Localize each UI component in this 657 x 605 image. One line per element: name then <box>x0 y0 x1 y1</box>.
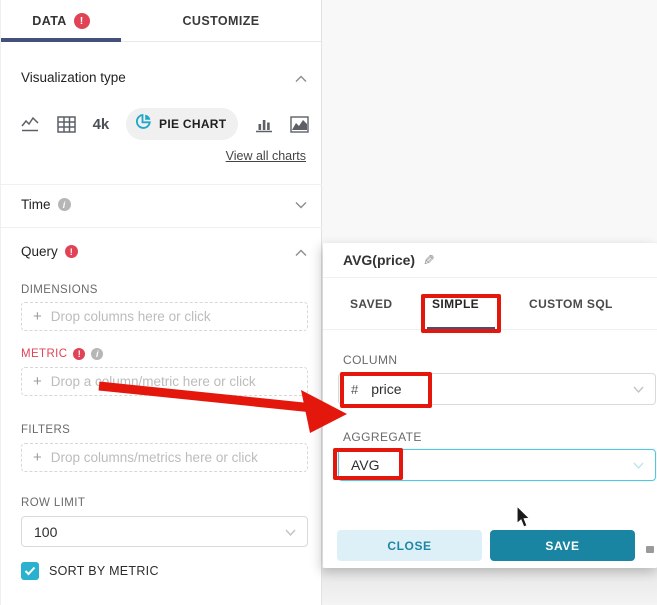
viz-type-row: 4k PIE CHART <box>21 108 309 140</box>
info-icon <box>91 348 104 360</box>
metric-label: METRIC <box>21 348 104 360</box>
close-button[interactable]: CLOSE <box>337 530 482 561</box>
section-divider <box>1 184 322 185</box>
viz-type-header[interactable]: Visualization type <box>21 70 126 85</box>
tab-saved[interactable]: SAVED <box>350 297 393 311</box>
popover-title: AVG(price) <box>343 252 416 268</box>
chevron-up-icon[interactable] <box>295 75 307 83</box>
column-value: price <box>371 381 402 397</box>
aggregate-label: AGGREGATE <box>343 430 422 444</box>
tab-simple[interactable]: SIMPLE <box>432 297 480 311</box>
error-icon <box>73 348 86 360</box>
query-section-header[interactable]: Query <box>21 244 78 259</box>
chevron-down-icon <box>285 523 296 541</box>
active-tab-indicator <box>427 327 495 330</box>
metric-dropzone[interactable]: + Drop a column/metric here or click <box>21 367 308 396</box>
section-divider <box>1 227 322 228</box>
chevron-down-icon <box>633 456 644 474</box>
tab-customize-label: CUSTOMIZE <box>182 14 260 28</box>
control-panel: DATA ! CUSTOMIZE Visualization type 4k <box>0 0 322 605</box>
sort-by-metric-label: SORT BY METRIC <box>49 564 159 578</box>
dimensions-label: DIMENSIONS <box>21 284 98 296</box>
popover-header: AVG(price) ✎ <box>323 243 657 278</box>
dimensions-dropzone[interactable]: + Drop columns here or click <box>21 302 308 331</box>
metric-placeholder: Drop a column/metric here or click <box>50 374 256 389</box>
tab-data[interactable]: DATA ! <box>1 0 121 42</box>
big-number-icon[interactable]: 4k <box>92 115 110 133</box>
info-icon <box>57 198 71 211</box>
pie-chart-label: PIE CHART <box>159 117 227 131</box>
query-title: Query <box>21 244 58 259</box>
chevron-down-icon <box>633 380 644 398</box>
bar-chart-icon[interactable] <box>255 116 273 133</box>
column-select[interactable]: # price <box>338 373 656 405</box>
save-button[interactable]: SAVE <box>490 530 635 561</box>
edit-pencil-icon[interactable]: ✎ <box>423 251 435 268</box>
row-limit-label: ROW LIMIT <box>21 497 86 509</box>
chevron-up-icon[interactable] <box>295 249 307 257</box>
active-tab-indicator <box>1 38 121 42</box>
plus-icon: + <box>33 308 42 325</box>
dimensions-placeholder: Drop columns here or click <box>50 309 211 324</box>
column-label: COLUMN <box>343 353 398 367</box>
tab-data-label: DATA <box>32 14 67 28</box>
pie-chart-icon <box>135 113 152 135</box>
time-title: Time <box>21 197 51 212</box>
time-section-header[interactable]: Time <box>21 197 71 212</box>
aggregate-select[interactable]: AVG <box>338 449 656 481</box>
page-background-strip <box>322 568 657 605</box>
filters-dropzone[interactable]: + Drop columns/metrics here or click <box>21 443 308 472</box>
sort-by-metric-control[interactable]: SORT BY METRIC <box>21 562 159 580</box>
error-badge-icon: ! <box>73 13 90 29</box>
view-all-charts-link[interactable]: View all charts <box>225 149 306 163</box>
area-chart-icon[interactable] <box>290 115 309 133</box>
numeric-type-icon: # <box>351 381 359 397</box>
metric-edit-popover: AVG(price) ✎ SAVED SIMPLE CUSTOM SQL COL… <box>323 243 657 568</box>
panel-tabbar: DATA ! CUSTOMIZE <box>1 0 321 42</box>
tab-customize[interactable]: CUSTOMIZE <box>121 0 321 42</box>
filters-label: FILTERS <box>21 424 71 436</box>
filters-placeholder: Drop columns/metrics here or click <box>50 450 258 465</box>
checkbox-checked-icon[interactable] <box>21 562 39 580</box>
tab-custom-sql[interactable]: CUSTOM SQL <box>529 297 613 311</box>
line-chart-icon[interactable] <box>21 116 40 133</box>
viz-type-pie-chart-selected[interactable]: PIE CHART <box>126 108 239 140</box>
table-icon[interactable] <box>57 115 76 133</box>
viz-type-title: Visualization type <box>21 70 126 85</box>
chevron-down-icon[interactable] <box>295 201 307 209</box>
row-limit-select[interactable]: 100 <box>21 516 308 547</box>
error-icon <box>64 245 78 258</box>
plus-icon: + <box>33 449 42 466</box>
row-limit-value: 100 <box>34 523 58 540</box>
popover-tabs: SAVED SIMPLE CUSTOM SQL <box>323 278 657 330</box>
resize-handle-mark <box>646 546 654 553</box>
aggregate-value: AVG <box>351 457 380 473</box>
plus-icon: + <box>33 373 42 390</box>
